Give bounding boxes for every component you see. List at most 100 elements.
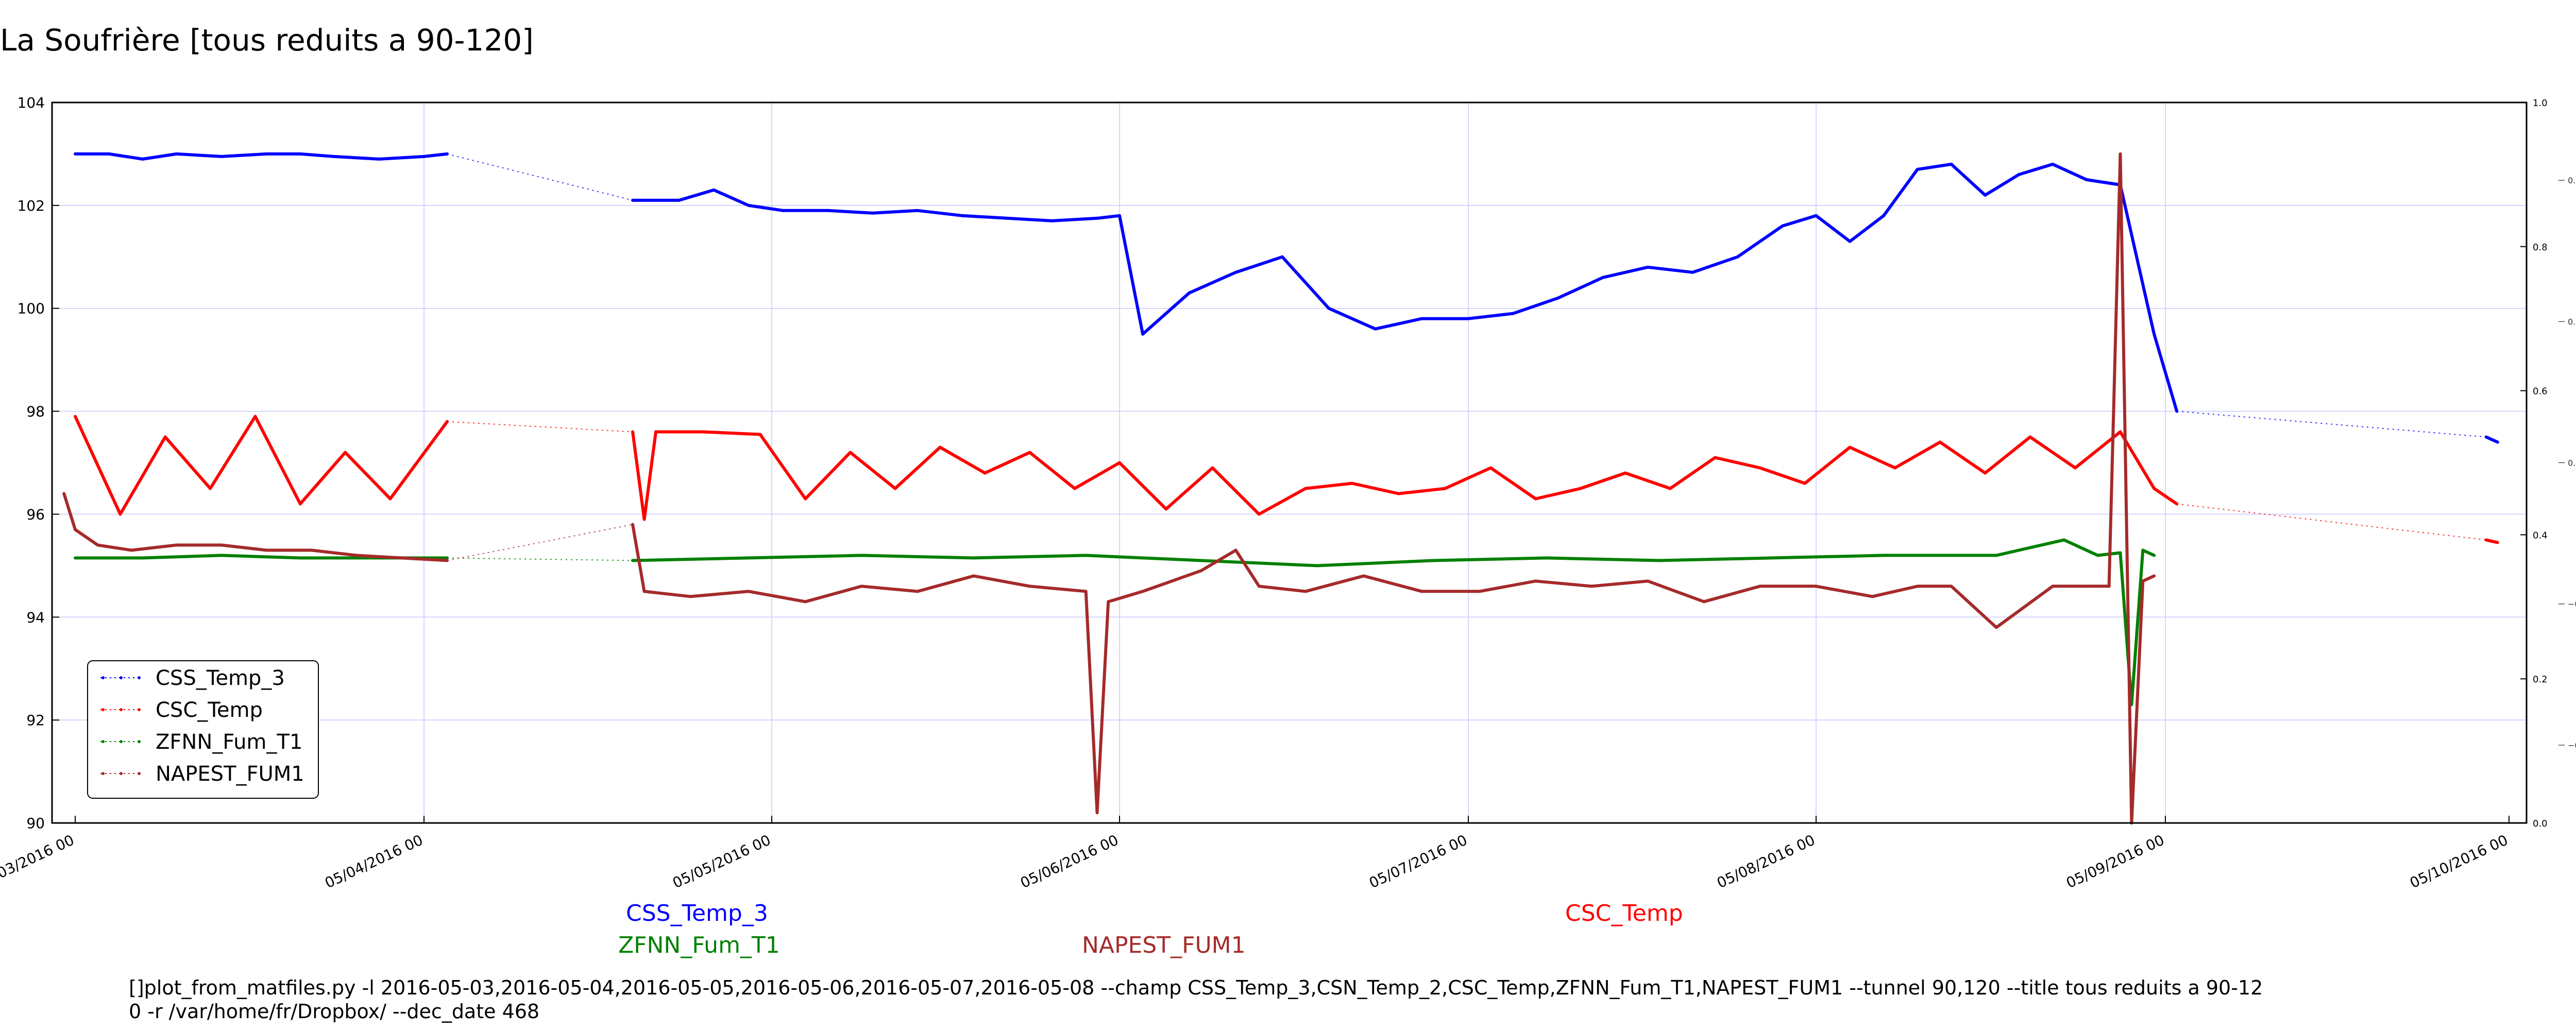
data-point bbox=[1534, 579, 1537, 583]
data-point bbox=[2119, 152, 2122, 156]
data-point bbox=[1315, 564, 1319, 568]
data-point bbox=[2153, 332, 2156, 336]
x-tick-label: 05/05/2016 00 bbox=[670, 831, 773, 891]
data-point bbox=[701, 430, 704, 434]
y-tick-label: 90 bbox=[26, 815, 45, 832]
chart-title: La Soufrière [tous reduits a 90-120] bbox=[0, 23, 534, 58]
data-point bbox=[804, 600, 807, 604]
data-point bbox=[2141, 548, 2145, 552]
data-point bbox=[1188, 291, 1191, 295]
y-tick-label: 98 bbox=[26, 403, 45, 420]
caption-css-temp-3: CSS_Temp_3 bbox=[626, 900, 768, 926]
data-point bbox=[422, 154, 426, 158]
data-point bbox=[446, 556, 449, 560]
right-tick-label-2: −0.04 bbox=[2568, 741, 2576, 750]
data-point bbox=[2141, 579, 2145, 583]
data-point bbox=[1234, 270, 1238, 274]
data-point bbox=[677, 198, 681, 202]
data-point bbox=[1327, 306, 1331, 310]
data-point bbox=[631, 559, 634, 562]
legend-marker bbox=[101, 708, 105, 711]
legend-marker bbox=[138, 740, 141, 743]
data-point bbox=[1803, 482, 1807, 485]
data-point bbox=[631, 198, 634, 202]
data-point bbox=[972, 556, 975, 560]
legend-label: CSC_Temp bbox=[156, 698, 263, 722]
data-point bbox=[2175, 409, 2179, 413]
data-point bbox=[1623, 471, 1627, 475]
data-point bbox=[74, 415, 77, 418]
data-point bbox=[332, 154, 336, 158]
data-point bbox=[1257, 512, 1261, 516]
data-point bbox=[1590, 585, 1594, 588]
right-tick-label: 0.8 bbox=[2533, 242, 2548, 253]
right-tick-label: 0.2 bbox=[2533, 674, 2548, 685]
x-tick-label: 05/09/2016 00 bbox=[2063, 831, 2167, 891]
series-lines bbox=[62, 152, 2499, 825]
data-point bbox=[747, 556, 750, 560]
data-point bbox=[1234, 548, 1238, 552]
right-tick-label-2: −0.02 bbox=[2568, 599, 2576, 609]
right-tick-label-2: 0.02 bbox=[2568, 317, 2576, 327]
data-point bbox=[1095, 216, 1099, 220]
data-point bbox=[1994, 554, 1998, 557]
x-tick-label: 05/04/2016 00 bbox=[322, 831, 426, 891]
command-line-2: 0 -r /var/home/fr/Dropbox/ --dec_date 46… bbox=[129, 1000, 540, 1023]
y-tick-label: 92 bbox=[26, 712, 45, 729]
data-point bbox=[1420, 317, 1423, 320]
data-point bbox=[804, 497, 807, 501]
data-point bbox=[916, 590, 920, 593]
gap-connectors bbox=[447, 153, 2486, 561]
data-point bbox=[344, 451, 347, 454]
data-point bbox=[1893, 466, 1897, 470]
data-point bbox=[1467, 317, 1470, 320]
data-point bbox=[1141, 590, 1145, 593]
legend-marker bbox=[120, 676, 123, 679]
data-point bbox=[1534, 497, 1537, 501]
right-tick-label-2: 0.00 bbox=[2568, 458, 2576, 468]
y-tick-label: 104 bbox=[18, 94, 45, 111]
data-point bbox=[1736, 255, 1739, 259]
data-point bbox=[826, 209, 829, 212]
data-point bbox=[1556, 296, 1560, 300]
data-point bbox=[446, 559, 449, 562]
data-point bbox=[871, 211, 874, 215]
data-point bbox=[2153, 487, 2156, 490]
data-point bbox=[860, 585, 863, 588]
data-point bbox=[1199, 569, 1202, 573]
data-point bbox=[1257, 585, 1261, 588]
legend-marker bbox=[120, 740, 123, 743]
legend-marker bbox=[138, 708, 141, 711]
gap-connector bbox=[2177, 410, 2486, 438]
data-point bbox=[1579, 487, 1582, 490]
data-point bbox=[219, 543, 223, 547]
right-tick-label: 0.0 bbox=[2533, 818, 2548, 829]
data-point bbox=[1443, 487, 1447, 490]
data-point bbox=[130, 548, 133, 552]
data-point bbox=[141, 556, 145, 560]
legend-marker bbox=[138, 676, 141, 679]
data-point bbox=[1489, 466, 1493, 470]
data-point bbox=[2051, 162, 2055, 166]
data-point bbox=[1882, 214, 1886, 217]
data-point bbox=[74, 528, 77, 531]
data-point bbox=[1006, 216, 1009, 220]
data-point bbox=[2084, 585, 2088, 588]
data-point bbox=[1848, 445, 1852, 449]
y-tick-label: 102 bbox=[18, 197, 45, 214]
data-point bbox=[860, 554, 863, 557]
data-point bbox=[2084, 178, 2088, 181]
data-point bbox=[1107, 600, 1110, 604]
gap-connector bbox=[447, 421, 633, 433]
data-point bbox=[938, 445, 942, 449]
data-point bbox=[1374, 327, 1377, 331]
data-point bbox=[118, 512, 122, 516]
legend-label: ZFNN_Fum_T1 bbox=[156, 730, 302, 754]
legend-marker bbox=[101, 740, 105, 743]
data-point bbox=[1073, 487, 1076, 490]
data-point bbox=[1545, 556, 1549, 560]
data-point bbox=[1028, 451, 1031, 454]
data-point bbox=[654, 430, 657, 434]
data-point bbox=[1950, 162, 1953, 166]
